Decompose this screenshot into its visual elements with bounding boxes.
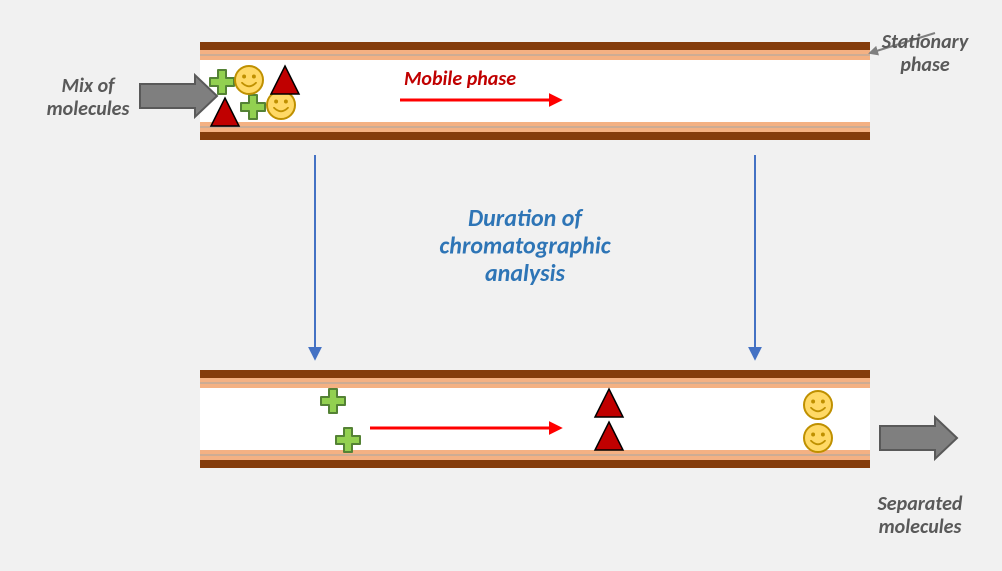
diagram-canvas: Mix ofmoleculesMobile phaseStationarypha…: [0, 0, 1002, 571]
svg-text:Mobile phase: Mobile phase: [404, 67, 516, 91]
svg-text:Separatedmolecules: Separatedmolecules: [877, 492, 963, 539]
